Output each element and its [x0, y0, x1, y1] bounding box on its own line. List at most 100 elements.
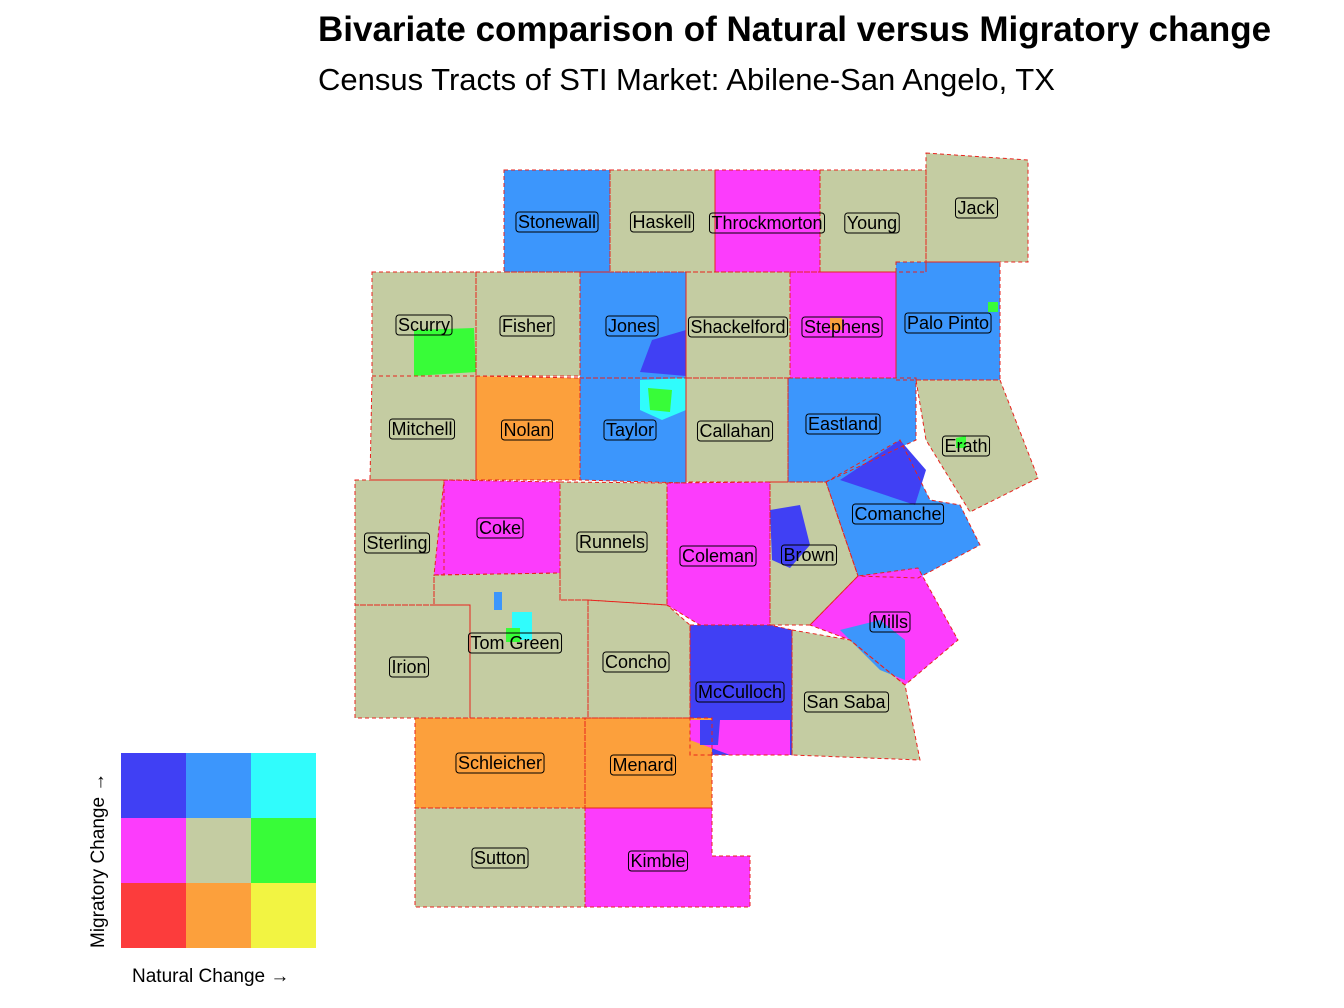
county-label-text: Concho [605, 652, 667, 672]
county-label-palo-pinto: Palo Pinto [904, 312, 992, 334]
county-label-callahan: Callahan [696, 420, 774, 442]
county-label-box [500, 419, 554, 441]
tract-patch [640, 330, 686, 376]
county-label-text: Jones [608, 316, 656, 336]
county-label-box [904, 312, 992, 334]
county-mitchell [370, 376, 476, 480]
tract-patch [506, 628, 520, 642]
bivariate-legend [121, 753, 316, 948]
tract-patch [414, 328, 476, 376]
county-label-mills: Mills [869, 611, 911, 633]
county-label-eastland: Eastland [805, 413, 881, 435]
county-border-fisher [475, 271, 581, 377]
county-label-box [499, 315, 555, 337]
county-nolan [476, 376, 580, 480]
county-runnels [560, 482, 667, 605]
county-border-brown [769, 481, 859, 626]
county-label-text: Haskell [632, 212, 691, 232]
county-label-text: Taylor [606, 420, 654, 440]
county-label-young: Young [844, 212, 900, 234]
county-label-text: Coleman [682, 546, 754, 566]
county-label-box [805, 413, 881, 435]
county-coleman [667, 482, 770, 625]
county-label-text: Runnels [579, 532, 645, 552]
county-coke [434, 480, 560, 575]
county-label-text: Throckmorton [711, 213, 822, 233]
county-label-box [603, 419, 657, 441]
county-label-box [696, 420, 774, 442]
county-border-irion [354, 604, 471, 719]
county-label-text: Coke [479, 518, 521, 538]
legend-y-label: Migratory Change → [88, 772, 109, 948]
county-label-text: Irion [391, 657, 426, 677]
county-label-box [627, 850, 689, 872]
county-label-jones: Jones [605, 315, 659, 337]
county-label-coke: Coke [476, 517, 524, 539]
legend-cell [251, 753, 316, 818]
county-label-text: Comanche [854, 504, 941, 524]
county-label-box [708, 212, 826, 234]
county-label-schleicher: Schleicher [455, 752, 545, 774]
county-callahan [686, 378, 788, 482]
county-throckmorton [715, 170, 820, 272]
tract-patch [770, 505, 810, 568]
county-label-text: Scurry [398, 315, 450, 335]
county-label-box [515, 211, 599, 233]
county-border-scurry [371, 271, 477, 377]
county-stonewall [504, 170, 610, 272]
county-label-text: Sterling [366, 533, 427, 553]
county-border-tom-green [433, 572, 589, 719]
county-tom-green [434, 573, 588, 718]
county-label-shackelford: Shackelford [687, 316, 789, 338]
county-label-box [388, 418, 456, 440]
county-label-taylor: Taylor [603, 419, 657, 441]
county-label-text: Fisher [502, 316, 552, 336]
county-kimble [585, 808, 750, 907]
county-label-text: Brown [783, 545, 834, 565]
county-eastland [788, 378, 916, 482]
county-label-menard: Menard [609, 754, 677, 776]
county-label-box [844, 212, 900, 234]
county-haskell [610, 170, 715, 272]
county-label-box [605, 315, 659, 337]
county-label-box [695, 681, 785, 703]
county-label-fisher: Fisher [499, 315, 555, 337]
county-label-text: Menard [612, 755, 673, 775]
county-label-sterling: Sterling [363, 532, 431, 554]
county-label-irion: Irion [388, 656, 430, 678]
tract-patch [840, 620, 905, 680]
county-sterling [355, 480, 444, 605]
county-sutton [415, 808, 585, 907]
county-label-box [476, 517, 524, 539]
legend-cell [121, 753, 186, 818]
county-san-saba [792, 630, 920, 760]
tract-patch [830, 318, 842, 330]
county-label-box [602, 651, 670, 673]
county-label-text: Kimble [630, 851, 685, 871]
county-erath [916, 380, 1038, 512]
legend-cell [186, 818, 251, 883]
county-border-young [819, 169, 927, 273]
tract-patch [840, 440, 926, 505]
county-concho [588, 600, 690, 718]
county-label-box [395, 314, 453, 336]
county-label-box [363, 532, 431, 554]
county-label-box [780, 544, 838, 566]
tract-patch [988, 302, 998, 312]
tract-patch [956, 436, 966, 448]
county-label-text: Stonewall [518, 212, 596, 232]
county-label-text: Erath [944, 436, 987, 456]
legend-cell [186, 753, 251, 818]
tract-patch [700, 720, 720, 745]
map-subtitle: Census Tracts of STI Market: Abilene-San… [318, 62, 1055, 97]
county-border-eastland [787, 377, 917, 483]
county-label-box [679, 545, 757, 567]
county-label-text: McCulloch [698, 682, 782, 702]
county-label-erath: Erath [941, 435, 991, 457]
county-border-erath [915, 379, 1039, 513]
county-label-haskell: Haskell [629, 211, 695, 233]
county-label-comanche: Comanche [851, 503, 945, 525]
legend-cell [186, 883, 251, 948]
county-label-stonewall: Stonewall [515, 211, 599, 233]
